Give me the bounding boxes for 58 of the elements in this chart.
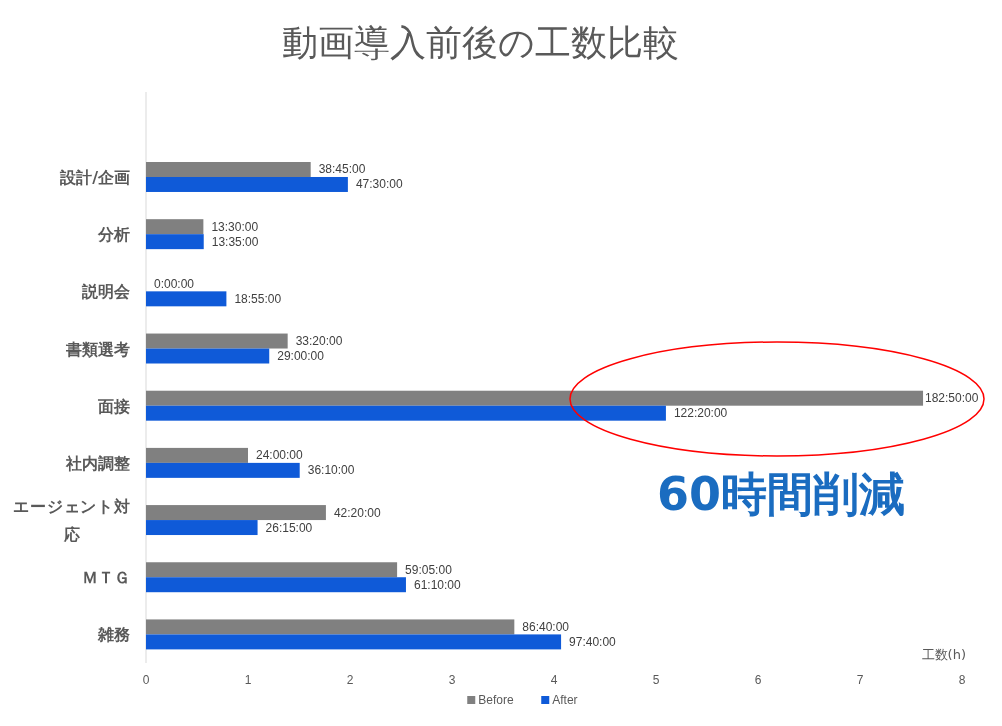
y-tick-label: 分析 xyxy=(97,224,130,244)
x-tick-label: 6 xyxy=(754,673,762,687)
annotation: 36:10:00 xyxy=(307,463,355,478)
bar xyxy=(146,520,258,536)
y-tick-label: 雑務 xyxy=(97,624,131,644)
annotation: 60時間削減 xyxy=(656,467,906,521)
bar xyxy=(146,162,311,177)
x-axis-title: 工数(h) xyxy=(921,646,966,662)
annotation: 26:15:00 xyxy=(265,520,313,535)
bar xyxy=(146,562,398,578)
annotation: 0:00:00 xyxy=(154,276,195,291)
bar xyxy=(146,234,204,250)
annotation: 24:00:00 xyxy=(256,448,304,463)
annotation: 13:30:00 xyxy=(211,219,259,234)
annotation: 61:10:00 xyxy=(413,577,461,592)
x-tick-label: 7 xyxy=(856,673,864,687)
annotation: 47:30:00 xyxy=(355,177,403,192)
annotation: 38:45:00 xyxy=(318,162,366,177)
annotation: 13:35:00 xyxy=(211,234,259,249)
y-tick-label: エージェント対応 xyxy=(13,496,131,544)
x-tick-label: 5 xyxy=(652,673,660,687)
bar xyxy=(146,219,204,235)
y-tick-label: 説明会 xyxy=(81,281,131,301)
annotation: 97:40:00 xyxy=(569,634,617,649)
annotation: 59:05:00 xyxy=(405,562,453,577)
annotation: 122:20:00 xyxy=(673,406,728,421)
x-tick-label: 1 xyxy=(244,673,252,687)
annotation: 86:40:00 xyxy=(522,619,570,634)
bar xyxy=(146,390,924,406)
x-tick-label: 8 xyxy=(958,673,966,687)
y-tick-label: 社内調整 xyxy=(65,453,130,473)
chart-title: 動画導入前後の工数比較 xyxy=(281,21,679,63)
x-tick-label: 0 xyxy=(142,673,150,687)
x-tick-label: 3 xyxy=(448,673,456,687)
bar xyxy=(146,634,562,650)
bar xyxy=(146,619,515,635)
bar xyxy=(146,176,348,192)
annotation: 42:20:00 xyxy=(333,505,381,520)
x-tick-label: 2 xyxy=(346,673,354,687)
y-tick-label: 設計/企画 xyxy=(59,167,130,187)
y-tick-label: 書類選考 xyxy=(65,339,130,359)
y-tick-label: 面接 xyxy=(97,396,130,416)
annotation: 29:00:00 xyxy=(277,349,325,364)
x-tick-label: 4 xyxy=(550,673,558,687)
bar xyxy=(146,405,666,421)
annotation: 182:50:00 xyxy=(925,391,979,406)
bar xyxy=(146,291,227,307)
bar xyxy=(146,333,288,349)
bar xyxy=(146,577,406,593)
legend-label: Before xyxy=(478,693,514,707)
legend-label: After xyxy=(552,693,578,707)
annotation: 18:55:00 xyxy=(234,291,282,306)
bar xyxy=(146,348,270,364)
bar xyxy=(146,447,248,463)
annotation: 33:20:00 xyxy=(295,334,343,349)
bar xyxy=(146,505,326,521)
bar xyxy=(146,462,300,478)
y-tick-label: ＭＴＧ xyxy=(82,567,130,587)
